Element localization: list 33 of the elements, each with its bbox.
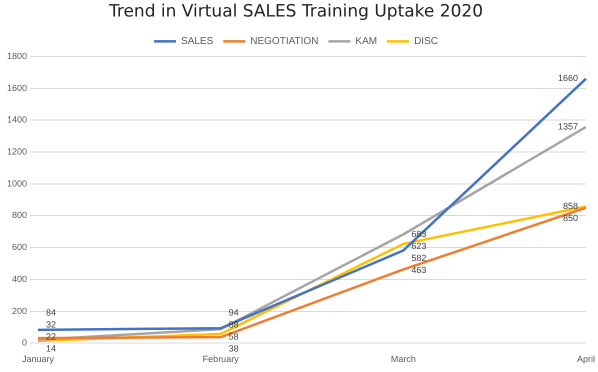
x-tick-label: April xyxy=(576,354,596,364)
data-label: 32 xyxy=(46,320,56,330)
legend-label: SALES xyxy=(181,36,214,48)
data-label: 850 xyxy=(562,212,578,223)
data-label: 623 xyxy=(411,240,426,251)
x-tick-label: February xyxy=(202,354,240,364)
data-label: 1357 xyxy=(558,121,578,132)
data-label: 858 xyxy=(562,200,578,211)
y-tick-label: 1400 xyxy=(6,114,28,125)
data-label: 84 xyxy=(46,308,56,318)
y-tick-label: 0 xyxy=(22,338,28,348)
data-label: 582 xyxy=(411,252,426,263)
y-tick-label: 800 xyxy=(12,210,28,220)
chart-title: Trend in Virtual SALES Training Uptake 2020 xyxy=(108,2,484,22)
y-tick-label: 400 xyxy=(12,274,28,284)
data-label: 463 xyxy=(411,264,426,275)
data-label: 1660 xyxy=(558,73,578,84)
legend-label: DISC xyxy=(414,36,438,48)
legend-label: KAM xyxy=(355,36,378,48)
y-tick-label: 1800 xyxy=(6,50,28,61)
x-tick-label: March xyxy=(390,354,416,364)
y-tick-label: 600 xyxy=(12,242,28,252)
y-tick-label: 200 xyxy=(12,306,28,316)
data-label: 88 xyxy=(228,320,239,330)
y-tick-label: 1600 xyxy=(6,82,28,93)
y-tick-label: 1200 xyxy=(6,146,28,156)
data-label: 94 xyxy=(228,308,239,318)
data-label: 14 xyxy=(46,344,56,354)
y-tick-label: 1000 xyxy=(6,178,28,188)
data-label: 38 xyxy=(228,344,239,354)
x-tick-label: January xyxy=(22,354,55,364)
data-label: 58 xyxy=(228,332,239,342)
legend-label: NEGOTIATION xyxy=(250,36,318,48)
